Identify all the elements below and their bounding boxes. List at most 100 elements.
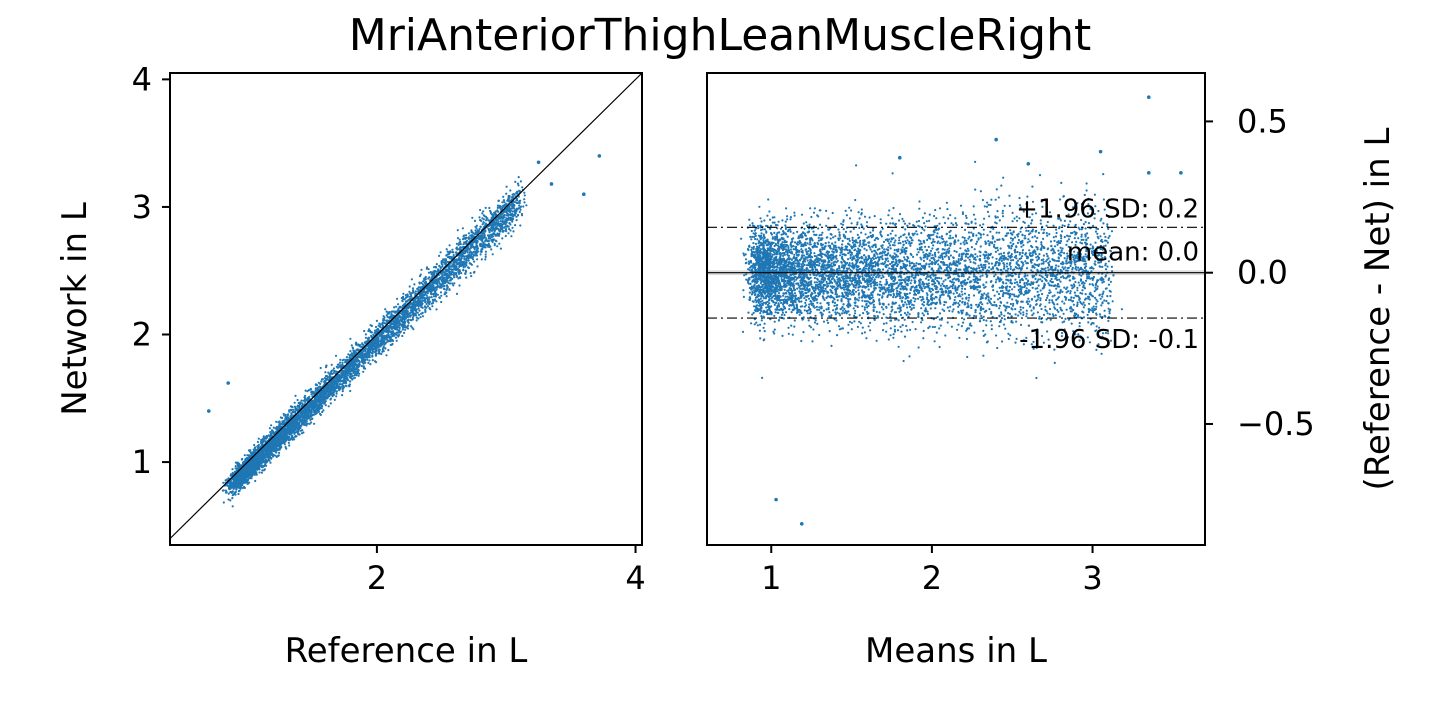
scatter-point	[491, 253, 494, 256]
scatter-point	[314, 383, 317, 386]
scatter-point	[495, 218, 499, 221]
scatter-point	[499, 222, 502, 225]
scatter-point	[448, 265, 451, 268]
scatter-point	[425, 266, 429, 269]
scatter-point	[401, 334, 404, 338]
scatter-point	[509, 223, 512, 226]
scatter-point	[312, 413, 315, 416]
scatter-point	[362, 370, 365, 373]
scatter-point	[347, 353, 350, 356]
scatter-point	[458, 265, 462, 268]
scatter-point	[423, 281, 426, 284]
scatter-point	[414, 290, 417, 293]
scatter-point	[406, 325, 409, 328]
scatter-point	[254, 479, 257, 483]
scatter-point	[505, 192, 508, 195]
scatter-point	[474, 229, 477, 232]
scatter-point	[412, 289, 415, 292]
scatter-point	[329, 402, 332, 405]
scatter-point	[227, 498, 230, 501]
scatter-point	[241, 486, 244, 490]
scatter-point	[330, 363, 333, 366]
scatter-point	[430, 293, 433, 296]
scatter-point	[476, 230, 480, 233]
scatter-point	[490, 229, 494, 232]
scatter-point	[437, 280, 441, 284]
scatter-point	[517, 176, 520, 179]
scatter-point	[502, 199, 505, 202]
scatter-point	[404, 328, 407, 331]
scatter-point	[442, 276, 445, 279]
scatter-point	[453, 276, 456, 279]
scatter-point	[411, 287, 415, 290]
scatter-point	[349, 389, 352, 393]
scatter-point	[253, 443, 256, 447]
scatter-point	[222, 481, 225, 484]
scatter-point	[518, 204, 521, 207]
scatter-plot-area	[169, 72, 643, 540]
scatter-point	[453, 282, 456, 285]
scatter-point	[278, 451, 281, 454]
scatter-point	[475, 254, 479, 257]
scatter-point	[480, 258, 483, 261]
scatter-point	[445, 291, 448, 294]
scatter-point	[516, 201, 519, 204]
scatter-point	[270, 424, 273, 427]
scatter-point	[439, 266, 442, 270]
scatter-point	[332, 367, 336, 370]
scatter-point	[518, 210, 521, 214]
scatter-point	[440, 300, 443, 304]
scatter-point	[434, 266, 438, 269]
scatter-point	[224, 479, 227, 482]
scatter-point	[334, 354, 338, 357]
scatter-point	[235, 487, 238, 490]
scatter-point	[488, 206, 491, 210]
scatter-point	[261, 469, 264, 472]
scatter-point	[231, 468, 234, 471]
scatter-point	[417, 286, 420, 289]
scatter-point	[420, 294, 423, 297]
scatter-point	[490, 248, 493, 251]
scatter-point	[473, 260, 476, 263]
scatter-point	[255, 473, 258, 476]
scatter-point	[353, 349, 356, 352]
scatter-point	[438, 265, 441, 268]
scatter-point	[433, 298, 436, 301]
scatter-point	[505, 185, 508, 188]
scatter-point	[445, 248, 448, 251]
scatter-point	[484, 240, 487, 243]
scatter-point	[243, 486, 246, 489]
scatter-point	[435, 300, 438, 303]
scatter-point	[523, 191, 526, 194]
scatter-point	[267, 458, 270, 461]
scatter-point	[447, 260, 450, 263]
scatter-point	[324, 371, 327, 374]
scatter-point	[237, 492, 240, 496]
scatter-point	[371, 359, 374, 362]
scatter-point	[350, 344, 353, 347]
scatter-point	[435, 263, 438, 266]
scatter-point	[439, 291, 443, 294]
scatter-point	[321, 410, 324, 414]
scatter-point	[358, 372, 361, 375]
scatter-point	[408, 290, 411, 293]
scatter-point	[277, 421, 280, 424]
scatter-point	[254, 446, 257, 449]
scatter-point	[507, 217, 510, 220]
scatter-point	[495, 240, 498, 243]
scatter-point	[452, 251, 455, 254]
scatter-point	[321, 405, 324, 408]
scatter-point	[428, 296, 431, 299]
scatter-point	[486, 240, 489, 243]
scatter-point	[406, 319, 409, 322]
scatter-point	[448, 288, 451, 292]
scatter-point	[276, 447, 279, 451]
scatter-point	[358, 345, 361, 348]
scatter-point	[481, 212, 484, 215]
scatter-point	[332, 392, 335, 395]
scatter-point	[231, 505, 234, 508]
scatter-point	[420, 281, 423, 284]
scatter-point	[518, 200, 521, 203]
scatter-point	[510, 217, 513, 220]
scatter-point	[456, 259, 459, 262]
